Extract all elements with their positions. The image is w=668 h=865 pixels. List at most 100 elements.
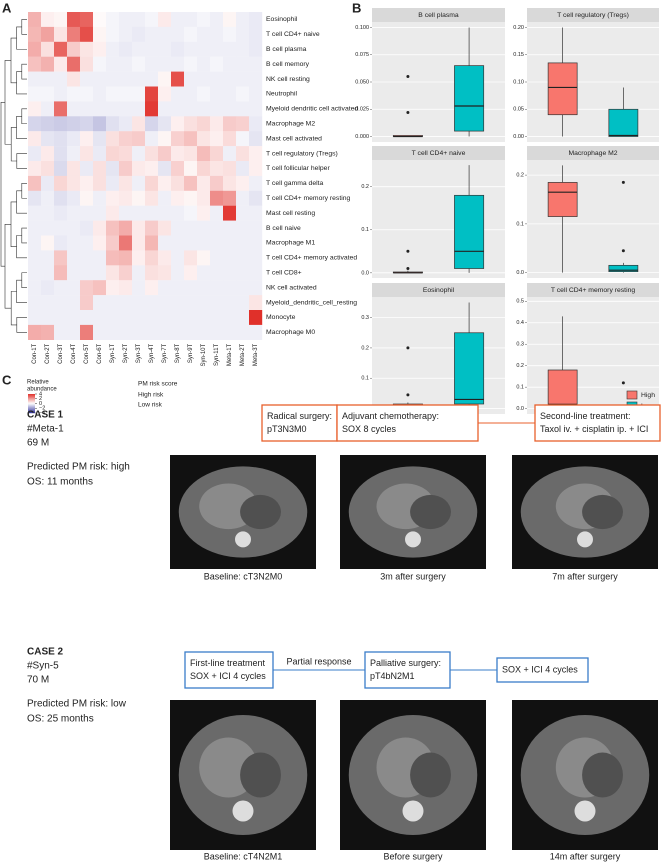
heatmap-cell — [93, 205, 107, 221]
heatmap-cell — [119, 116, 133, 132]
heatmap-cell — [132, 26, 146, 42]
row-label: T cell CD8+ — [266, 270, 302, 277]
heatmap-cell — [184, 235, 198, 251]
heatmap-cell — [236, 205, 250, 221]
outlier — [406, 393, 410, 397]
heatmap-cell — [28, 310, 42, 326]
heatmap-cell — [249, 56, 263, 72]
heatmap-cell — [210, 324, 224, 340]
heatmap-cell — [171, 71, 185, 87]
heatmap-cell — [223, 295, 237, 311]
heatmap-cell — [93, 71, 107, 87]
heatmap-cell — [236, 56, 250, 72]
heatmap-cell — [132, 56, 146, 72]
heatmap-cell — [158, 220, 172, 236]
heatmap-cell — [41, 131, 55, 147]
heatmap-cell — [171, 235, 185, 251]
heatmap-cell — [145, 146, 159, 162]
heatmap-cell — [132, 324, 146, 340]
heatmap-cell — [249, 146, 263, 162]
row-label: NK cell activated — [266, 284, 317, 291]
heatmap-cell — [93, 235, 107, 251]
ct-organ — [410, 752, 451, 798]
heatmap-cell — [67, 175, 81, 191]
heatmap-cell — [54, 265, 68, 281]
heatmap-cell — [41, 161, 55, 177]
heatmap-cell — [54, 205, 68, 221]
colorbar-tick-label: 2 — [39, 396, 42, 402]
heatmap-cell — [145, 161, 159, 177]
colorbar-step — [28, 394, 35, 397]
heatmap-cell — [184, 175, 198, 191]
heatmap-cell — [145, 41, 159, 57]
heatmap-cell — [223, 116, 237, 132]
heatmap-cell — [197, 161, 211, 177]
heatmap-cell — [67, 324, 81, 340]
heatmap-cell — [236, 190, 250, 206]
ct-spine — [232, 800, 254, 822]
heatmap-cell — [236, 265, 250, 281]
heatmap-cell — [223, 235, 237, 251]
heatmap-cell — [197, 190, 211, 206]
heatmap-cell — [119, 12, 133, 28]
heatmap-cell — [210, 310, 224, 326]
heatmap-cell — [158, 41, 172, 57]
heatmap-cell — [184, 146, 198, 162]
colorbar-step — [28, 394, 35, 396]
dendrogram — [10, 291, 17, 326]
heatmap-cell — [119, 220, 133, 236]
heatmap-cell — [158, 295, 172, 311]
dendrogram — [10, 201, 17, 247]
heatmap-cell — [158, 280, 172, 296]
legend-entry: High — [641, 392, 655, 399]
heatmap-cell — [106, 71, 120, 87]
heatmap-cell — [158, 146, 172, 162]
heatmap-cell — [236, 26, 250, 42]
y-tick-label: 0.1 — [361, 227, 369, 233]
heatmap-cell — [80, 295, 94, 311]
heatmap-cell — [67, 146, 81, 162]
heatmap-cell — [145, 235, 159, 251]
heatmap-cell — [223, 310, 237, 326]
plot-bg — [372, 297, 505, 414]
heatmap-cell — [184, 324, 198, 340]
colorbar-step — [28, 406, 35, 408]
heatmap-cell — [67, 295, 81, 311]
heatmap-cell — [210, 71, 224, 87]
heatmap-cell — [145, 205, 159, 221]
legend-key — [626, 390, 638, 400]
heatmap-cell — [158, 205, 172, 221]
row-label: Eosinophil — [266, 16, 298, 23]
heatmap-cell — [54, 280, 68, 296]
heatmap-cell — [80, 71, 94, 87]
heatmap-cell — [145, 175, 159, 191]
heatmap-cell — [106, 116, 120, 132]
outlier — [406, 346, 410, 350]
dendrogram — [21, 19, 27, 35]
heatmap-cell — [249, 265, 263, 281]
heatmap-cell — [197, 175, 211, 191]
colorbar-title: abundance — [27, 387, 57, 393]
heatmap-cell — [93, 310, 107, 326]
heatmap-cell — [210, 56, 224, 72]
heatmap-cell — [158, 116, 172, 132]
case-title: CASE 1 — [27, 410, 64, 421]
heatmap-cell — [67, 265, 81, 281]
heatmap-cell — [158, 12, 172, 28]
row-label: Myeloid_dendritic_cell_resting — [266, 299, 357, 306]
row-label: Myeloid dendritic cell activated — [266, 106, 358, 113]
heatmap-cell — [67, 86, 81, 102]
column-label: Syn-1T — [110, 343, 116, 363]
heatmap-cell — [158, 235, 172, 251]
heatmap-cell — [184, 12, 198, 28]
step-text: Palliative surgery: — [370, 658, 441, 668]
heatmap-cell — [171, 220, 185, 236]
heatmap-cell — [223, 56, 237, 72]
box — [547, 62, 578, 116]
heatmap-cell — [145, 12, 159, 28]
row-label: Macrophage M2 — [266, 121, 315, 128]
column-label: Meta-3T — [253, 343, 259, 366]
y-tick-label: 0.15 — [513, 52, 524, 58]
heatmap-cell — [119, 265, 133, 281]
column-label: Con-5T — [84, 343, 90, 363]
